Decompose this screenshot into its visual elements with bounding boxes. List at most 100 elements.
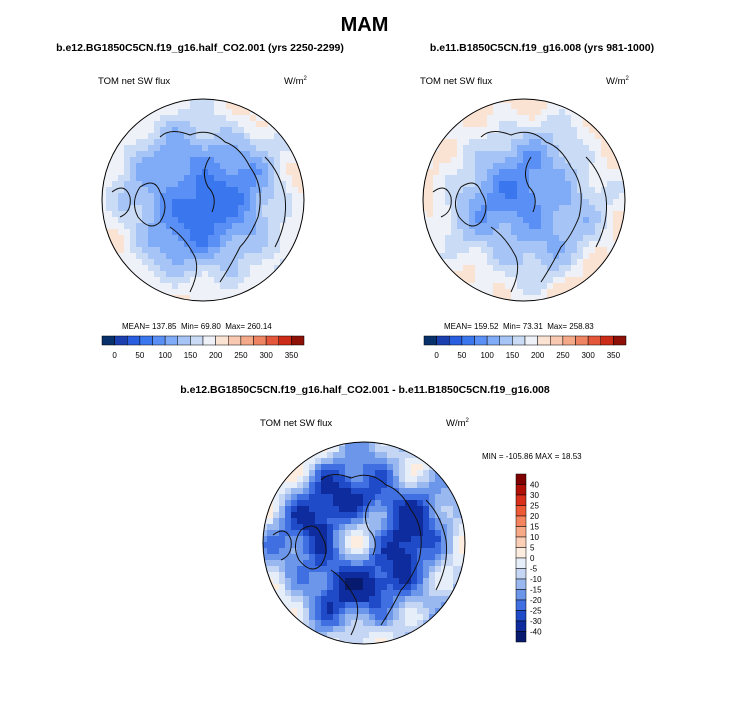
field-cell [481, 247, 488, 254]
field-cell [268, 265, 275, 272]
field-cell [417, 464, 424, 471]
field-cell [303, 590, 310, 597]
field-cell [130, 157, 137, 164]
field-cell [196, 181, 203, 188]
field-cell [427, 217, 434, 224]
field-cell [172, 199, 179, 206]
field-cell [529, 115, 536, 122]
field-cell [285, 578, 292, 585]
field-cell [571, 265, 578, 272]
field-cell [124, 259, 131, 266]
field-cell [351, 494, 358, 501]
colorbar-swatch [423, 335, 437, 346]
field-cell [463, 271, 470, 278]
field-cell [607, 235, 614, 242]
field-cell [333, 536, 340, 543]
field-cell [499, 295, 506, 301]
field-cell [417, 590, 424, 597]
field-cell [393, 442, 400, 447]
field-cell [339, 566, 346, 573]
field-cell [423, 500, 430, 507]
field-cell [487, 103, 494, 110]
field-cell [369, 464, 376, 471]
field-cell [511, 133, 518, 140]
field-cell [263, 554, 268, 561]
field-cell [351, 626, 358, 633]
field-cell [142, 253, 149, 260]
field-cell [118, 223, 125, 230]
field-cell [375, 488, 382, 495]
field-cell [381, 614, 388, 621]
field-cell [505, 199, 512, 206]
field-cell [232, 151, 239, 158]
field-cell [345, 494, 352, 501]
colorbar-swatch [550, 335, 564, 346]
field-cell [423, 590, 430, 597]
field-cell [357, 458, 364, 465]
field-cell [154, 235, 161, 242]
field-cell [547, 205, 554, 212]
field-cell [571, 139, 578, 146]
field-cell [613, 235, 620, 242]
field-cell [345, 614, 352, 621]
field-cell [499, 187, 506, 194]
field-cell [280, 139, 287, 146]
field-cell [280, 235, 287, 242]
field-cell [505, 271, 512, 278]
field-cell [607, 175, 614, 182]
field-cell [244, 229, 251, 236]
field-cell [571, 217, 578, 224]
field-cell [339, 602, 346, 609]
field-cell [178, 253, 185, 260]
field-cell [523, 289, 530, 296]
field-cell [589, 217, 596, 224]
field-cell [445, 157, 452, 164]
polar-field [102, 99, 304, 301]
field-cell [613, 199, 620, 206]
field-cell [505, 99, 512, 104]
field-cell [601, 229, 608, 236]
field-cell [375, 620, 382, 627]
field-cell [427, 229, 434, 236]
field-cell [435, 572, 442, 579]
field-cell [487, 229, 494, 236]
field-cell [232, 157, 239, 164]
field-cell [262, 199, 269, 206]
field-cell [142, 145, 149, 152]
field-cell [433, 229, 440, 236]
field-cell [327, 584, 334, 591]
field-cell [297, 590, 304, 597]
map-border [262, 441, 466, 645]
field-cell [339, 470, 346, 477]
field-cell [375, 518, 382, 525]
field-cell [333, 464, 340, 471]
field-cell [523, 271, 530, 278]
field-cell [333, 620, 340, 627]
field-cell [529, 139, 536, 146]
field-cell [244, 127, 251, 134]
field-cell [453, 512, 460, 519]
field-cell [417, 584, 424, 591]
field-cell [475, 163, 482, 170]
field-cell [447, 500, 454, 507]
field-cell [433, 163, 440, 170]
field-cell [262, 205, 269, 212]
field-cell [441, 584, 448, 591]
field-cell [357, 452, 364, 459]
field-cell [142, 271, 149, 278]
field-cell [435, 590, 442, 597]
field-cell [435, 494, 442, 501]
field-cell [309, 602, 316, 609]
field-cell [357, 446, 364, 453]
field-cell [589, 193, 596, 200]
field-cell [517, 199, 524, 206]
field-cell [351, 608, 358, 615]
field-cell [351, 548, 358, 555]
field-cell [178, 211, 185, 218]
field-cell [184, 277, 191, 284]
field-cell [214, 127, 221, 134]
field-cell [369, 506, 376, 513]
field-cell [411, 506, 418, 513]
field-cell [196, 241, 203, 248]
field-cell [619, 211, 625, 218]
